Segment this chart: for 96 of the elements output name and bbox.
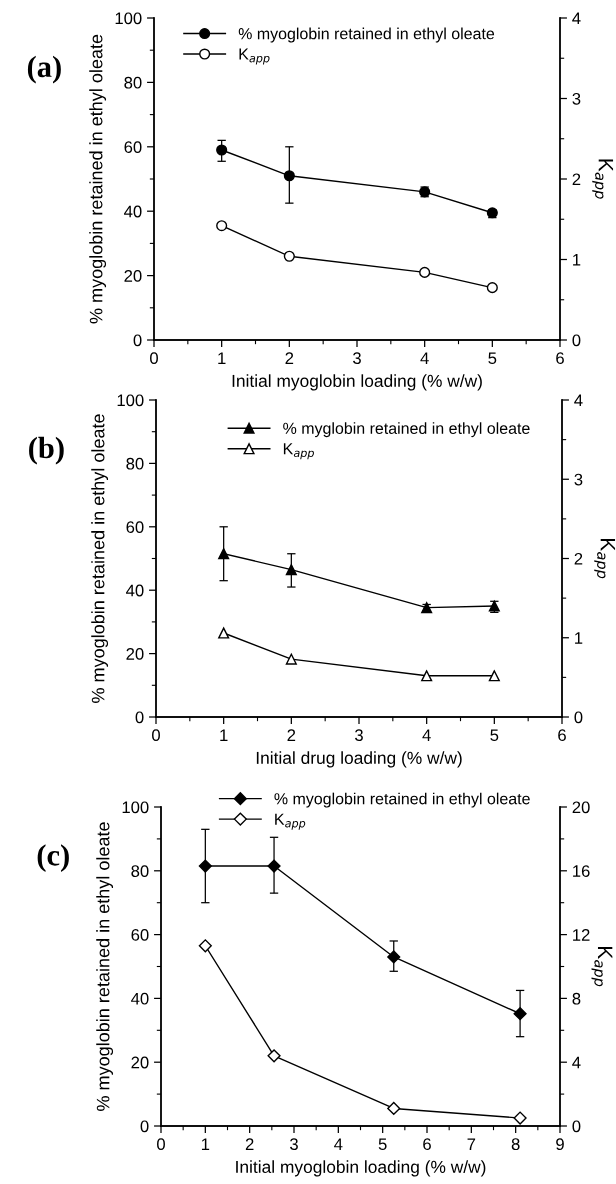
y-tick-label: 0 — [135, 711, 144, 724]
text: (c) — [37, 844, 69, 872]
x-tick-label: 1 — [218, 352, 226, 364]
y2-tick-label: 3 — [574, 473, 583, 486]
y-tick-label: 80 — [126, 457, 144, 470]
x-tick-label: 1 — [220, 729, 228, 741]
x-tick-label: 7 — [467, 1138, 476, 1150]
y-tick-label: 60 — [126, 521, 144, 533]
x-tick-label: 0 — [152, 729, 160, 742]
y-axis-title: % myoglobin retained in ethyl oleate — [96, 822, 114, 1111]
x-tick-label: 5 — [490, 729, 499, 742]
y2-tick-label: 0 — [572, 334, 581, 347]
x-tick-label: 0 — [157, 1138, 165, 1151]
y2-tick-label: 4 — [574, 394, 583, 407]
x-tick-label: 0 — [150, 352, 158, 365]
y-tick-label: 40 — [124, 205, 142, 218]
x-tick-label: 4 — [420, 352, 429, 364]
x-axis-title: Initial drug loading (% w/w) — [256, 751, 462, 768]
point — [419, 266, 431, 278]
y2-tick-label: 0 — [574, 711, 583, 724]
point — [267, 859, 281, 873]
legend-label: % myoglobin retained in ethyl oleate — [274, 792, 530, 808]
point — [486, 282, 498, 294]
x-tick-label: 4 — [422, 729, 431, 741]
y2-axis-title: K$_{app}$ — [591, 947, 613, 987]
point — [267, 1049, 281, 1063]
legend-label: K$_{app}$ — [239, 48, 270, 65]
legend-label: K$_{app}$ — [283, 443, 314, 460]
x-tick-label: 4 — [334, 1138, 343, 1150]
point — [283, 250, 295, 262]
x-tick-label: 1 — [201, 1138, 210, 1150]
x-axis-title: Initial myoglobin loading (% w/w) — [236, 1160, 486, 1177]
y-axis-title: % myoglobin retained in ethyl oleate — [89, 34, 107, 324]
y-tick-label: 60 — [124, 141, 142, 153]
y2-tick-label: 4 — [572, 1056, 581, 1069]
y2-axis-title: K$_{app}$ — [594, 539, 616, 579]
y2-tick-label: 4 — [572, 12, 581, 25]
point — [198, 859, 212, 873]
legend-label: % myoglobin retained in ethyl oleate — [238, 27, 495, 43]
y2-tick-label: 0 — [572, 1120, 581, 1133]
y2-tick-label: 12 — [573, 929, 590, 941]
x-tick-label: 5 — [488, 352, 497, 365]
y2-tick-label: 8 — [572, 992, 581, 1005]
y-tick-label: 40 — [131, 992, 149, 1005]
point — [387, 1101, 401, 1116]
text: (a) — [27, 55, 61, 84]
y-tick-label: 80 — [124, 76, 142, 89]
legend-label: % myglobin retained in ethyl oleate — [283, 422, 530, 438]
y2-tick-label: 16 — [573, 865, 590, 877]
y2-axis-title: K$_{app}$ — [592, 159, 614, 199]
point — [488, 670, 500, 682]
point — [198, 939, 212, 953]
x-tick-label: 2 — [245, 1138, 254, 1150]
point — [387, 950, 401, 964]
y2-tick-label: 2 — [572, 173, 581, 186]
y-tick-label: 100 — [122, 801, 149, 814]
point — [216, 220, 228, 232]
y-tick-label: 100 — [115, 12, 142, 25]
point — [218, 627, 230, 639]
point — [285, 653, 297, 665]
y2-tick-label: 20 — [572, 801, 590, 814]
x-tick-label: 9 — [556, 1138, 564, 1151]
point — [421, 670, 433, 682]
x-tick-label: 2 — [287, 729, 296, 741]
x-tick-label: 3 — [290, 1138, 298, 1151]
y-tick-label: 20 — [131, 1056, 149, 1069]
y-tick-label: 80 — [131, 865, 149, 877]
x-tick-label: 3 — [353, 352, 361, 365]
point — [285, 564, 297, 576]
x-tick-label: 6 — [556, 352, 564, 365]
point — [513, 1007, 527, 1021]
y-tick-label: 0 — [133, 334, 142, 347]
x-tick-label: 5 — [378, 1138, 387, 1151]
y-tick-label: 40 — [126, 584, 144, 597]
y2-tick-label: 3 — [572, 92, 581, 105]
x-tick-label: 6 — [423, 1138, 431, 1151]
point — [513, 1111, 527, 1125]
x-tick-label: 3 — [355, 729, 363, 742]
y2-tick-label: 1 — [573, 254, 581, 266]
point — [218, 548, 230, 560]
y-tick-label: 60 — [131, 929, 149, 941]
x-tick-label: 2 — [285, 352, 294, 364]
x-tick-label: 8 — [511, 1138, 520, 1151]
y2-tick-label: 1 — [575, 632, 583, 644]
x-axis-title: Initial myoglobin loading (% w/w) — [232, 374, 482, 391]
text: (b) — [29, 436, 64, 465]
y-tick-label: 100 — [117, 394, 144, 407]
point — [283, 170, 295, 182]
point — [216, 144, 228, 156]
legend-label: K$_{app}$ — [275, 813, 306, 830]
y-tick-label: 0 — [140, 1120, 149, 1133]
y-tick-label: 20 — [124, 270, 142, 282]
y-tick-label: 20 — [126, 648, 144, 660]
y2-tick-label: 2 — [574, 552, 583, 565]
x-tick-label: 6 — [558, 729, 566, 742]
y-axis-title: % myoglobin retained in ethyl oleate — [91, 414, 109, 703]
